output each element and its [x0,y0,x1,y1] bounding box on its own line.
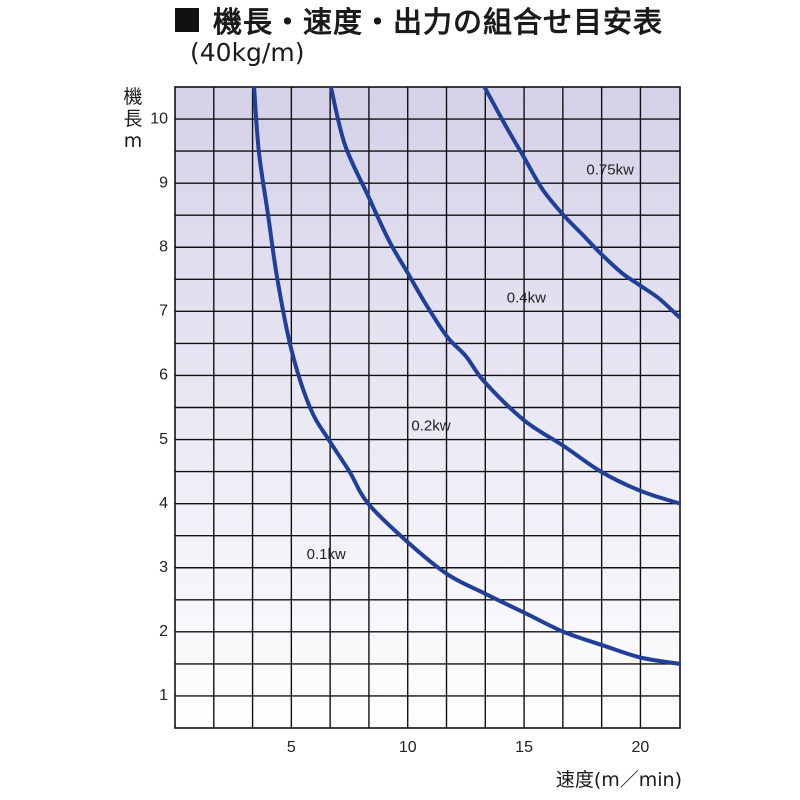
chart-title: 機長・速度・出力の組合せ目安表 [213,5,664,39]
x-tick-label: 15 [515,739,533,756]
x-tick-label: 10 [399,739,417,756]
y-tick-label: 6 [159,367,168,384]
y-tick-label: 5 [159,431,168,448]
y-tick-label: 3 [159,559,168,576]
y-tick-label: 2 [159,623,168,640]
chart-subtitle: (40kg/m) [190,38,305,67]
y-tick-label: 1 [159,687,168,704]
y-tick-label: 4 [159,495,168,512]
y-tick-label: 10 [150,110,168,127]
y-tick-label: 9 [159,174,168,191]
x-tick-label: 5 [287,739,296,756]
y-axis-label: 機 長 m [121,86,145,152]
y-axis-label-line: 長 [123,108,143,130]
curve-label: 0.2kw [411,418,450,435]
y-axis-label-line: 機 [123,86,143,108]
title-row: 機長・速度・出力の組合せ目安表 [175,2,664,39]
y-axis-label-line: m [123,130,143,152]
x-tick-label: 20 [632,739,650,756]
series-line [328,87,680,506]
curve-label: 0.4kw [507,289,546,306]
x-axis-label: 速度(m／min) [555,769,682,791]
y-tick-label: 7 [159,303,168,320]
series-line [482,87,680,320]
y-tick-label: 8 [159,238,168,255]
curve-label: 0.1kw [307,546,346,563]
plot-frame [174,86,681,729]
curve-label: 0.75kw [586,161,634,178]
title-square-icon [175,8,199,32]
series-line [252,87,680,666]
